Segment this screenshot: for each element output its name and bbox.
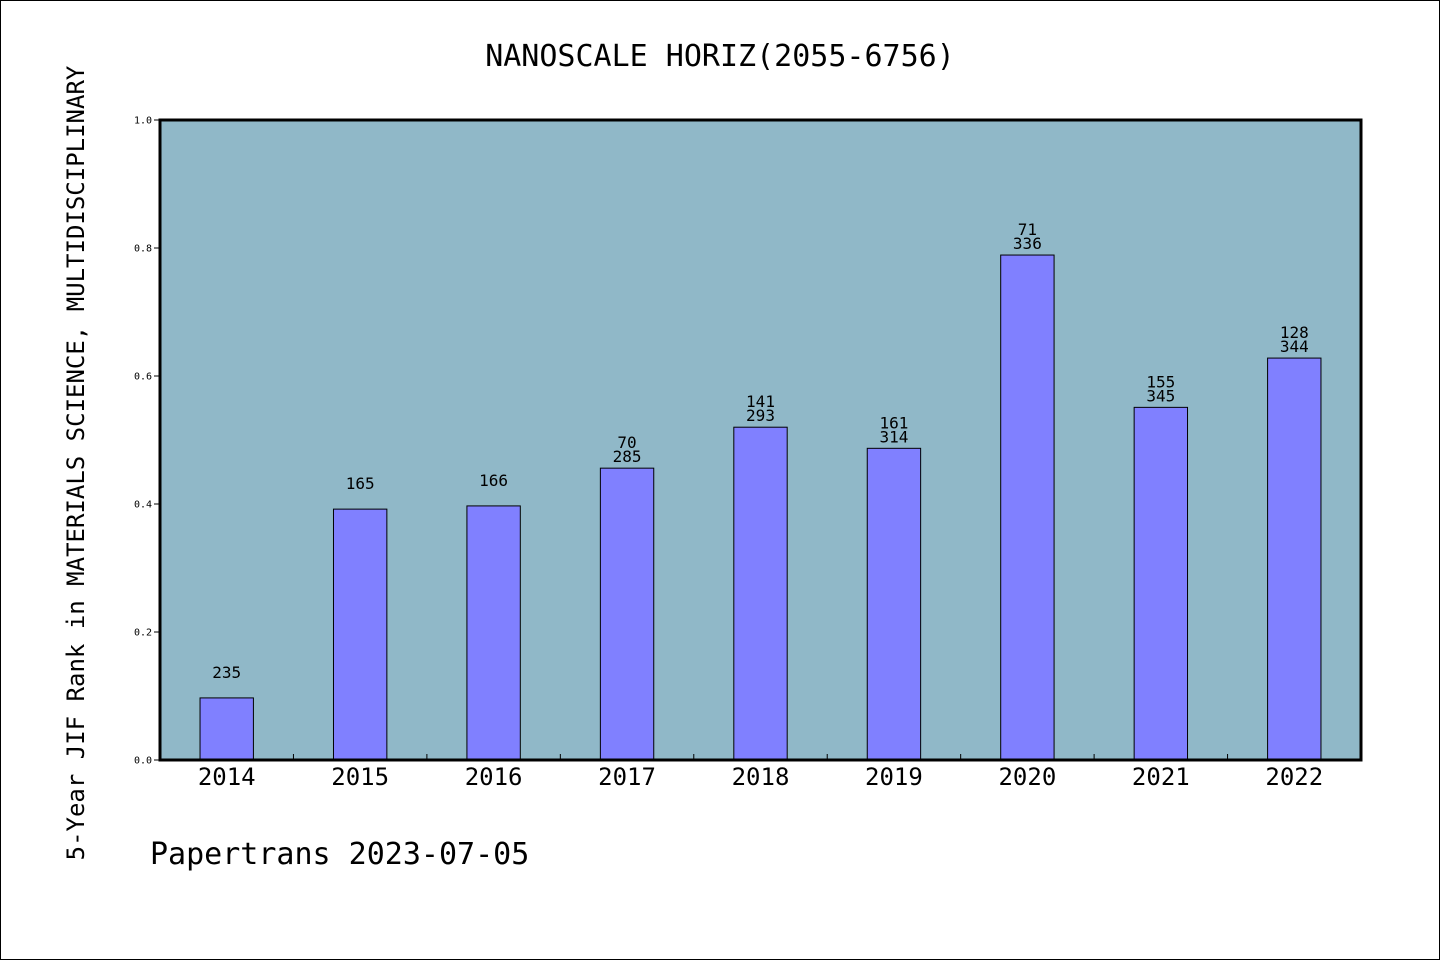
bar-value-label: 71 [1018,220,1037,239]
bar-2015 [332,508,388,761]
y-tick-label: 0.0 [134,756,152,767]
bar-value-label: 128 [1280,323,1309,342]
bar-value-label: 161 [879,413,908,432]
y-axis-ticks: 0.0 0.2 0.4 0.6 0.8 1.0 [134,116,160,767]
bar-value-label: 293 [746,406,775,425]
x-tick-label: 2018 [732,763,790,791]
x-tick-label: 2017 [598,763,656,791]
x-tick-label: 2014 [198,763,256,791]
bar-2020 [1000,254,1055,761]
x-axis-ticks: 2014 2015 2016 2017 2018 2019 2020 2021 2022 [198,754,1323,791]
bar-value-label: 70 [617,433,636,452]
bar-value-label: 235 [212,663,241,682]
x-tick-label: 2015 [331,763,389,791]
x-tick-label: 2022 [1265,763,1323,791]
x-tick-label: 2019 [865,763,923,791]
bar-value-label: 345 [1146,386,1175,405]
y-tick-label: 0.6 [134,372,152,383]
bar-value-label: 285 [613,447,642,466]
y-tick-label: 1.0 [134,116,152,127]
bar-2018 [733,426,788,761]
bar-value-label: 344 [1280,337,1309,356]
bars-layer [199,254,1322,761]
bar-value-label: 314 [879,427,908,446]
bar-value-label: 155 [1146,372,1175,391]
bar-value-label: 166 [479,471,508,490]
bar-2021 [1133,406,1189,761]
bar-2022 [1267,357,1322,761]
bar-2014 [199,697,254,761]
x-tick-label: 2016 [465,763,523,791]
bar-value-label: 165 [346,474,375,493]
bar-2016 [466,505,521,761]
y-tick-label: 0.2 [134,628,152,639]
chart-title: NANOSCALE HORIZ(2055-6756) [485,39,955,74]
y-tick-label: 0.8 [134,244,152,255]
y-axis-label: 5-Year JIF Rank in MATERIALS SCIENCE, MU… [62,65,90,860]
bar-value-label: 336 [1013,234,1042,253]
bar-2017 [599,467,655,761]
x-tick-label: 2020 [998,763,1056,791]
bar-2019 [866,447,922,761]
y-tick-label: 0.4 [134,500,152,511]
footer-credit: Papertrans 2023-07-05 [150,837,529,872]
plot-border [158,118,1363,762]
x-tick-label: 2021 [1132,763,1190,791]
bar-value-label: 141 [746,392,775,411]
